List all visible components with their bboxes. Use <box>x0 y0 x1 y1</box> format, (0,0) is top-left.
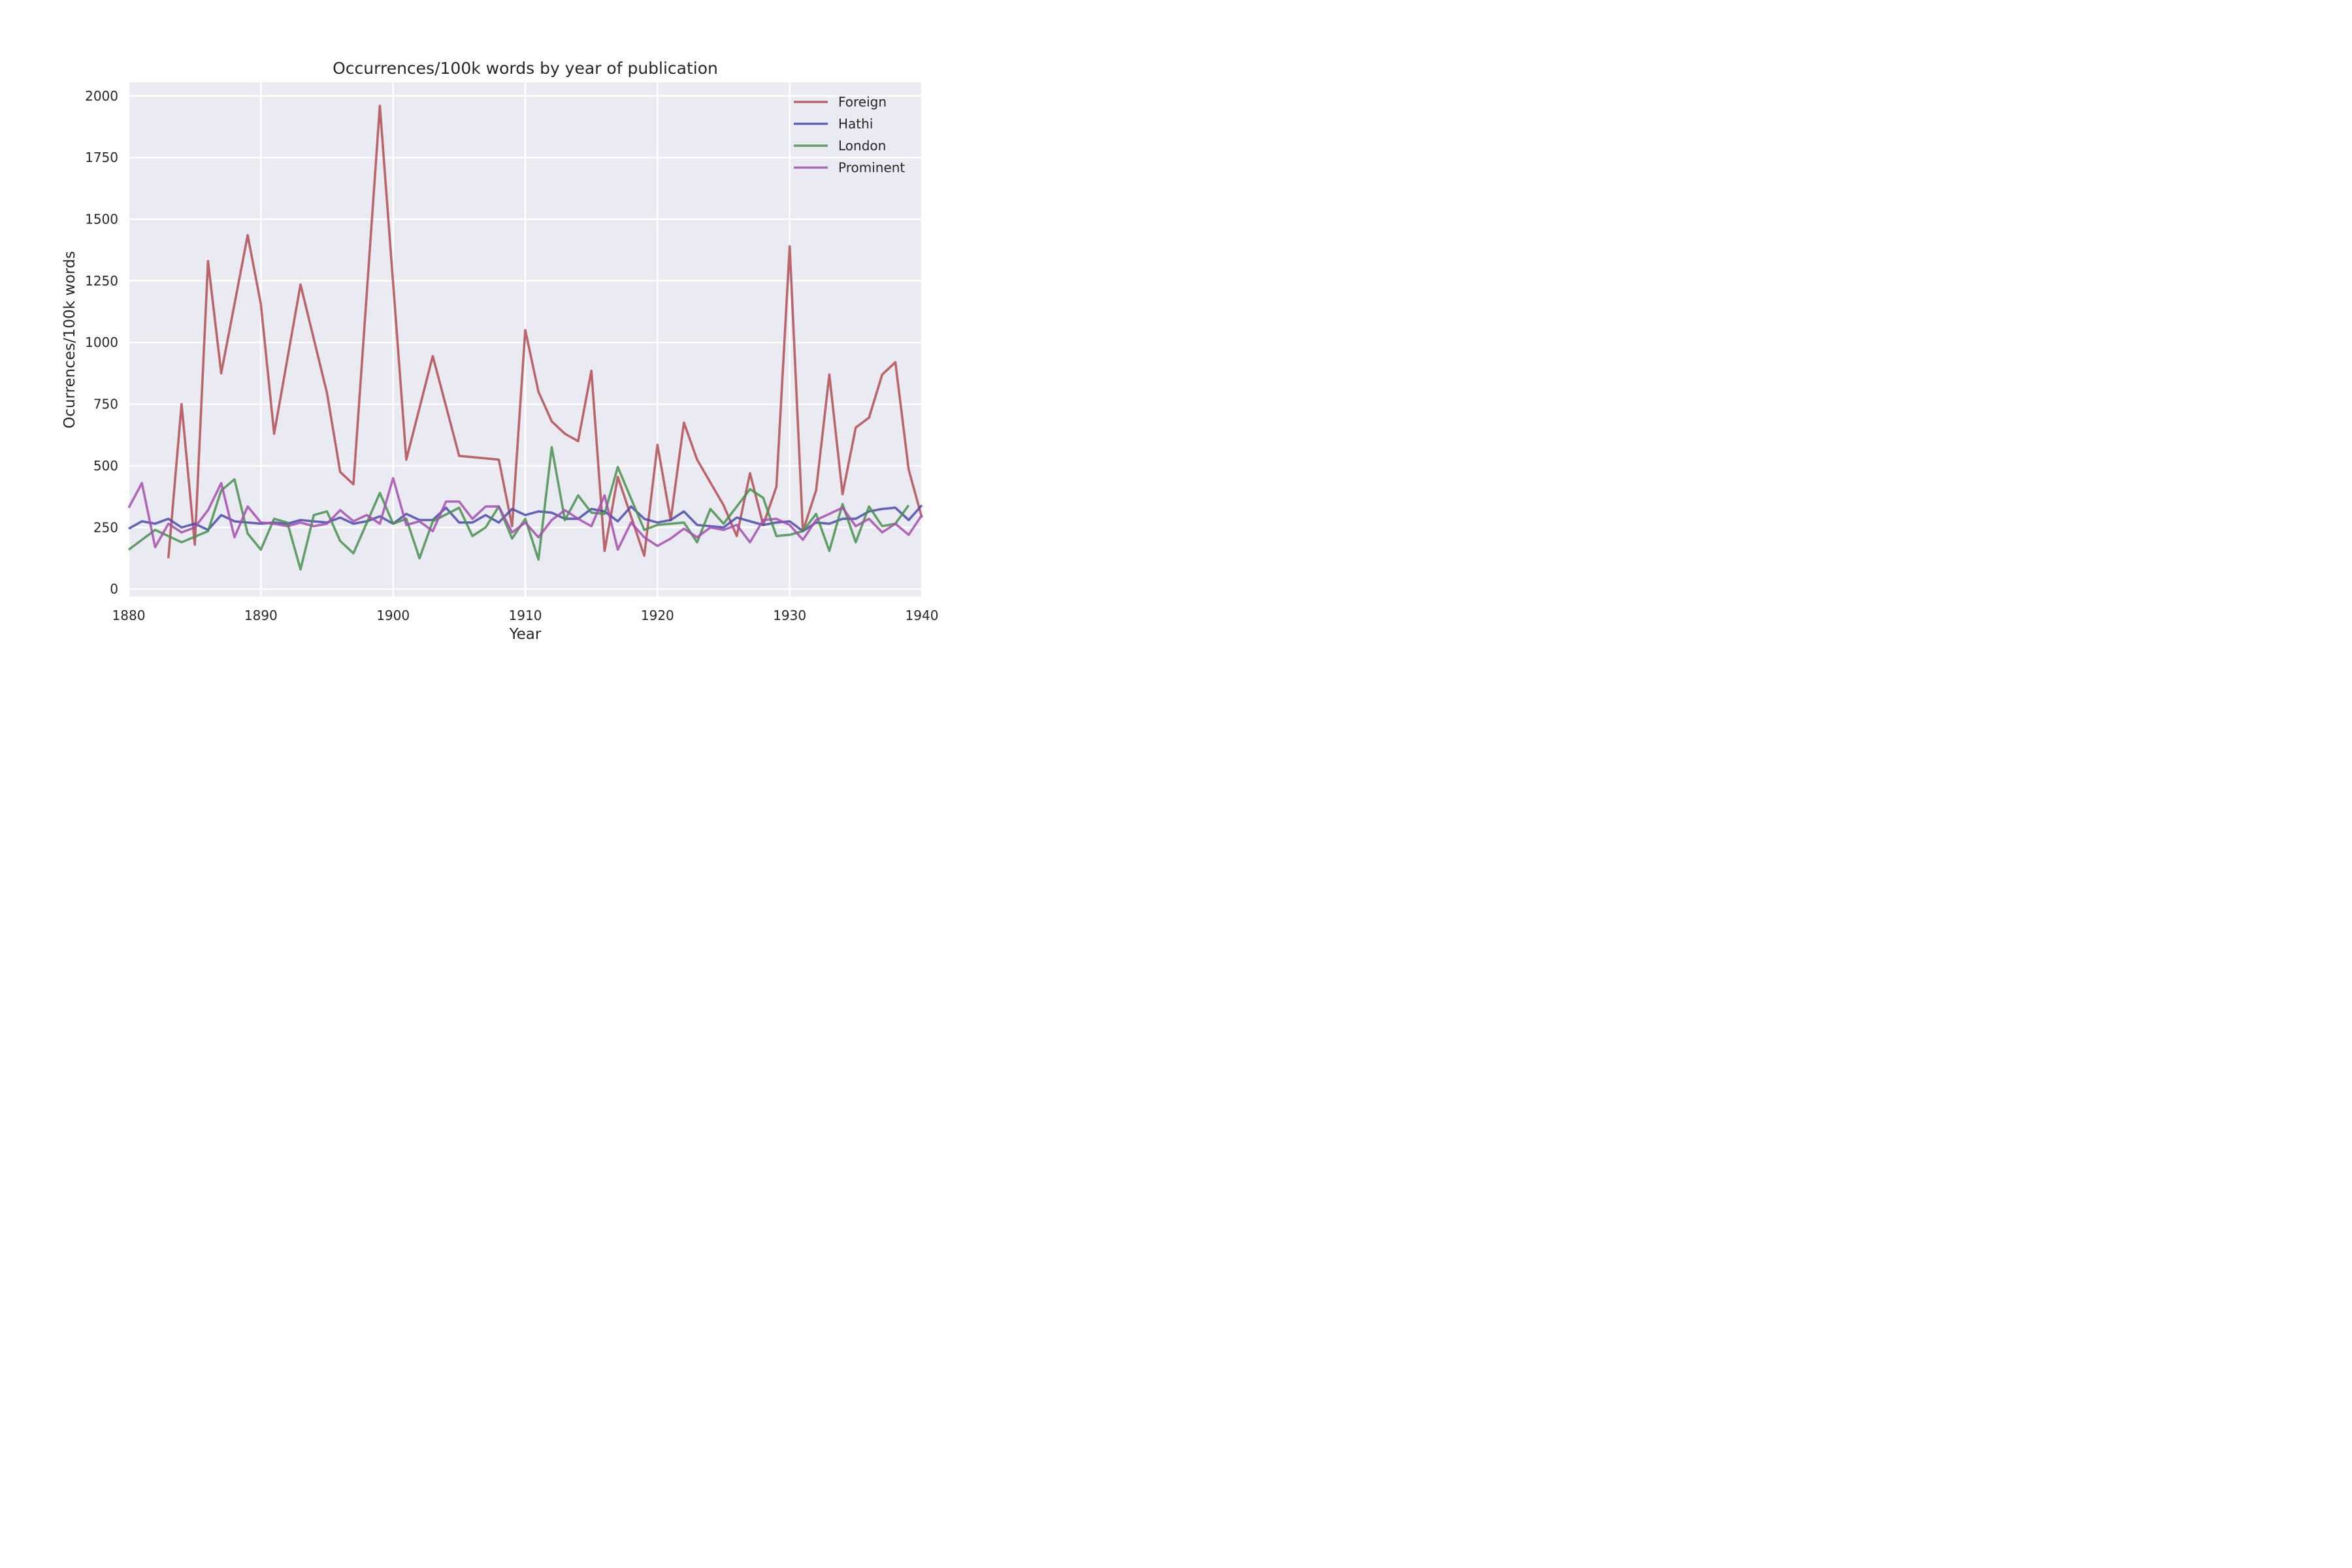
y-tick-label: 1500 <box>85 211 118 227</box>
legend-label-london: London <box>838 138 886 154</box>
chart-figure: 0 250 500 750 1000 1250 1500 1750 2000 1880 1890 1… <box>0 0 1010 683</box>
chart-title: Occurrences/100k words by year of public… <box>333 59 718 78</box>
y-axis-label: Ocurrences/100k words <box>61 251 78 429</box>
x-tick-label: 1910 <box>509 608 542 623</box>
y-tick-label: 2000 <box>85 88 118 104</box>
x-tick-label: 1920 <box>641 608 674 623</box>
y-tick-label: 250 <box>93 519 118 535</box>
x-axis-label: Year <box>509 626 542 643</box>
x-tick-label: 1940 <box>906 608 939 623</box>
legend-label-hathi: Hathi <box>838 116 873 132</box>
y-tick-label: 1250 <box>85 273 118 289</box>
grid-lines <box>127 82 923 596</box>
series-line-prominent <box>127 476 923 551</box>
y-tick-label: 500 <box>93 458 118 474</box>
x-axis-ticks: 1880 1890 1900 1910 1920 1930 1940 <box>112 608 939 623</box>
x-tick-label: 1880 <box>112 608 146 623</box>
y-tick-label: 1750 <box>85 150 118 165</box>
y-tick-label: 750 <box>93 397 118 412</box>
x-tick-label: 1930 <box>773 608 806 623</box>
y-axis-ticks: 0 250 500 750 1000 1250 1500 1750 2000 <box>85 88 118 597</box>
x-tick-label: 1900 <box>376 608 410 623</box>
legend-label-prominent: Prominent <box>838 160 905 176</box>
series-lines <box>127 105 923 571</box>
y-tick-label: 0 <box>110 581 118 597</box>
series-line-foreign <box>167 105 923 559</box>
y-tick-label: 1000 <box>85 335 118 350</box>
x-tick-label: 1890 <box>244 608 278 623</box>
legend: Foreign Hathi London Prominent <box>794 94 905 176</box>
legend-label-foreign: Foreign <box>838 94 887 110</box>
